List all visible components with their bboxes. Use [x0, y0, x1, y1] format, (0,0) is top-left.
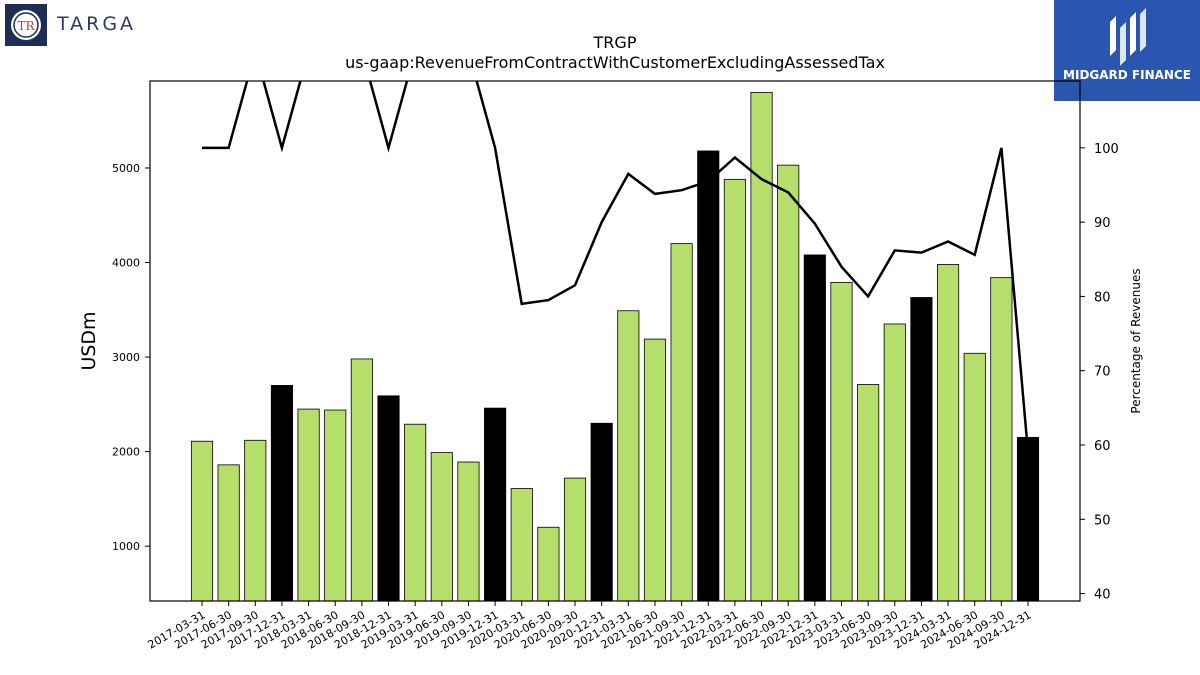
bar-2021-03-31 [617, 310, 640, 602]
targa-wordmark: TARGA [57, 13, 137, 35]
percentage-line [202, 81, 1030, 453]
bar-2022-12-31 [803, 254, 826, 602]
bar-2019-12-31 [484, 407, 507, 602]
bar-2022-03-31 [723, 178, 746, 602]
midgard-finance-logo: MIDGARD FINANCE [1054, 0, 1200, 101]
bar-2023-12-31 [910, 297, 933, 602]
bar-2019-09-30 [457, 461, 480, 602]
bar-2019-03-31 [404, 423, 427, 602]
y2-tick-label-80: 80 [1094, 290, 1111, 305]
y-tick-label-3000: 3000 [112, 351, 140, 364]
y-axis-label: USDm [78, 311, 100, 370]
bar-2017-06-30 [217, 464, 240, 602]
bar-2019-06-30 [430, 452, 453, 602]
midgard-logo-mark-icon [1110, 8, 1146, 66]
y2-axis-label: Percentage of Revenues [1129, 268, 1143, 413]
targa-mark-text: TR [17, 19, 35, 33]
y-tick-label-5000: 5000 [112, 162, 140, 175]
bar-2020-03-31 [510, 488, 533, 602]
chart-subtitle: us-gaap:RevenueFromContractWithCustomerE… [345, 53, 885, 72]
y2-tick-label-60: 60 [1094, 439, 1111, 454]
bar-2023-06-30 [857, 384, 880, 602]
bar-2018-06-30 [324, 409, 347, 602]
y-tick-label-1000: 1000 [112, 540, 140, 553]
bar-2017-12-31 [270, 385, 293, 602]
bar-2018-03-31 [297, 408, 320, 602]
plot-frame [149, 80, 1081, 602]
chart-title: TRGP [593, 33, 637, 52]
bar-2021-09-30 [670, 243, 693, 602]
bar-2021-12-31 [697, 150, 720, 602]
targa-logo-mark-icon: TR [5, 4, 47, 46]
y2-tick-label-70: 70 [1094, 365, 1111, 380]
bar-2024-06-30 [963, 352, 986, 602]
y2-tick-label-90: 90 [1094, 216, 1111, 231]
bar-2024-03-31 [937, 264, 960, 602]
bar-2020-09-30 [563, 477, 587, 602]
bar-2017-03-31 [190, 440, 214, 602]
bar-2021-06-30 [643, 338, 667, 602]
bar-2022-09-30 [777, 164, 800, 602]
y2-tick-label-100: 100 [1094, 142, 1119, 157]
targa-logo: TR TARGA [5, 4, 175, 48]
bar-2024-09-30 [990, 277, 1013, 602]
bar-2024-12-31 [1016, 437, 1040, 602]
bar-2018-12-31 [377, 395, 400, 602]
bar-2020-06-30 [537, 526, 560, 602]
y2-tick-label-50: 50 [1094, 513, 1111, 528]
bar-2018-09-30 [350, 358, 373, 602]
bar-2022-06-30 [750, 91, 773, 602]
midgard-wordmark: MIDGARD FINANCE [1063, 68, 1191, 82]
bar-2017-09-30 [244, 439, 267, 602]
bar-2023-03-31 [830, 281, 853, 602]
plot-area: 100020003000400050004050607080901002017-… [112, 80, 1119, 652]
y2-tick-label-40: 40 [1094, 588, 1111, 603]
y-tick-label-4000: 4000 [112, 257, 140, 270]
bar-2020-12-31 [590, 422, 613, 602]
y-tick-label-2000: 2000 [112, 446, 140, 459]
bar-2023-09-30 [883, 323, 906, 602]
